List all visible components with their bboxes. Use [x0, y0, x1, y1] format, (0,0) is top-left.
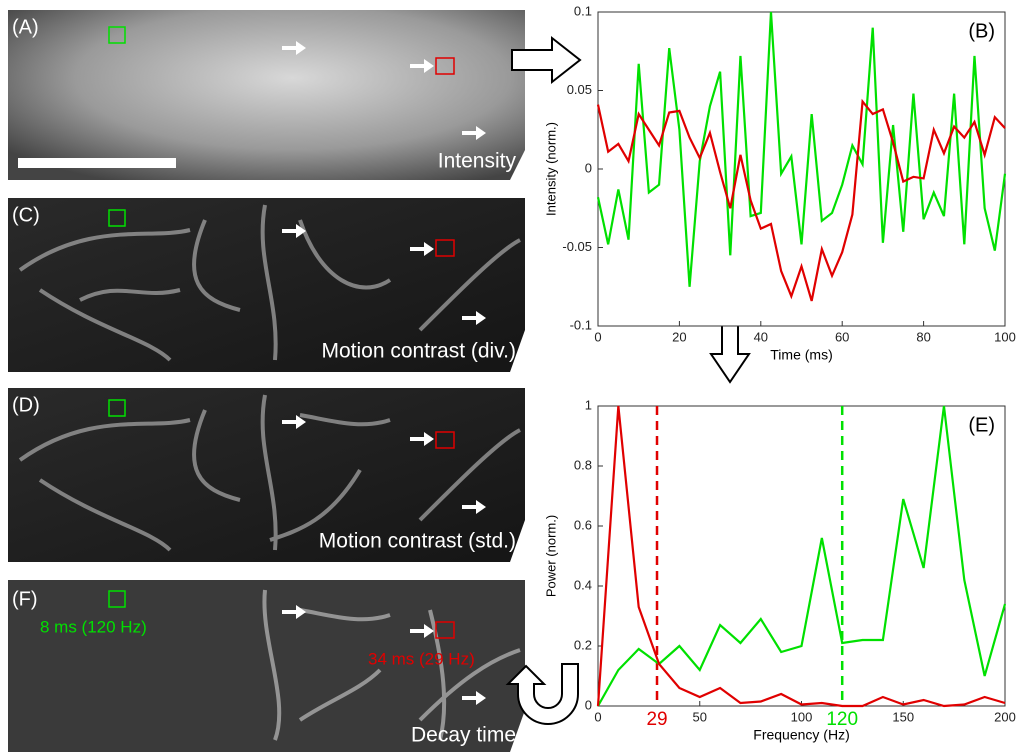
panel-label: (B)	[968, 20, 995, 42]
panel-label: (D)	[12, 394, 40, 416]
panel-label: (A)	[12, 16, 39, 38]
y-axis-label: Intensity (norm.)	[543, 122, 558, 216]
x-tick-label: 40	[754, 329, 768, 344]
y-axis-label: Power (norm.)	[543, 515, 558, 597]
y-tick-label: 0	[585, 697, 592, 712]
panel-caption: Motion contrast (div.)	[321, 340, 516, 363]
y-tick-label: 0	[585, 160, 592, 175]
red-note: 34 ms (29 Hz)	[368, 649, 475, 668]
x-tick-label: 100	[994, 329, 1016, 344]
x-tick-label: 100	[791, 709, 813, 724]
green-note: 8 ms (120 Hz)	[40, 617, 147, 636]
x-tick-label: 200	[994, 709, 1016, 724]
panel-caption: Decay time	[411, 724, 516, 747]
marker-label: 120	[826, 709, 858, 730]
x-tick-label: 0	[594, 709, 601, 724]
plot-area	[598, 12, 1005, 326]
panel-caption: Intensity	[438, 150, 517, 173]
panel-label: (C)	[12, 204, 40, 226]
y-tick-label: 0.05	[567, 82, 592, 97]
y-tick-label: 0.8	[574, 457, 592, 472]
x-tick-label: 80	[916, 329, 930, 344]
panel-caption: Motion contrast (std.)	[319, 530, 516, 553]
figure: (A) Intensity (C) Motion contrast (div.)…	[0, 0, 1019, 755]
x-tick-label: 20	[672, 329, 686, 344]
panel-label: (F)	[12, 588, 38, 610]
y-tick-label: 0.6	[574, 517, 592, 532]
x-tick-label: 50	[693, 709, 707, 724]
x-tick-label: 0	[594, 329, 601, 344]
marker-label: 29	[646, 709, 667, 730]
y-tick-label: 0.1	[574, 3, 592, 18]
y-tick-label: -0.05	[562, 239, 592, 254]
y-tick-label: 0.2	[574, 637, 592, 652]
y-tick-label: 0.4	[574, 577, 592, 592]
y-tick-label: 1	[585, 397, 592, 412]
panel-label: (E)	[968, 414, 995, 436]
y-tick-label: -0.1	[570, 317, 592, 332]
x-axis-label: Time (ms)	[770, 347, 832, 363]
x-tick-label: 150	[892, 709, 914, 724]
x-tick-label: 60	[835, 329, 849, 344]
